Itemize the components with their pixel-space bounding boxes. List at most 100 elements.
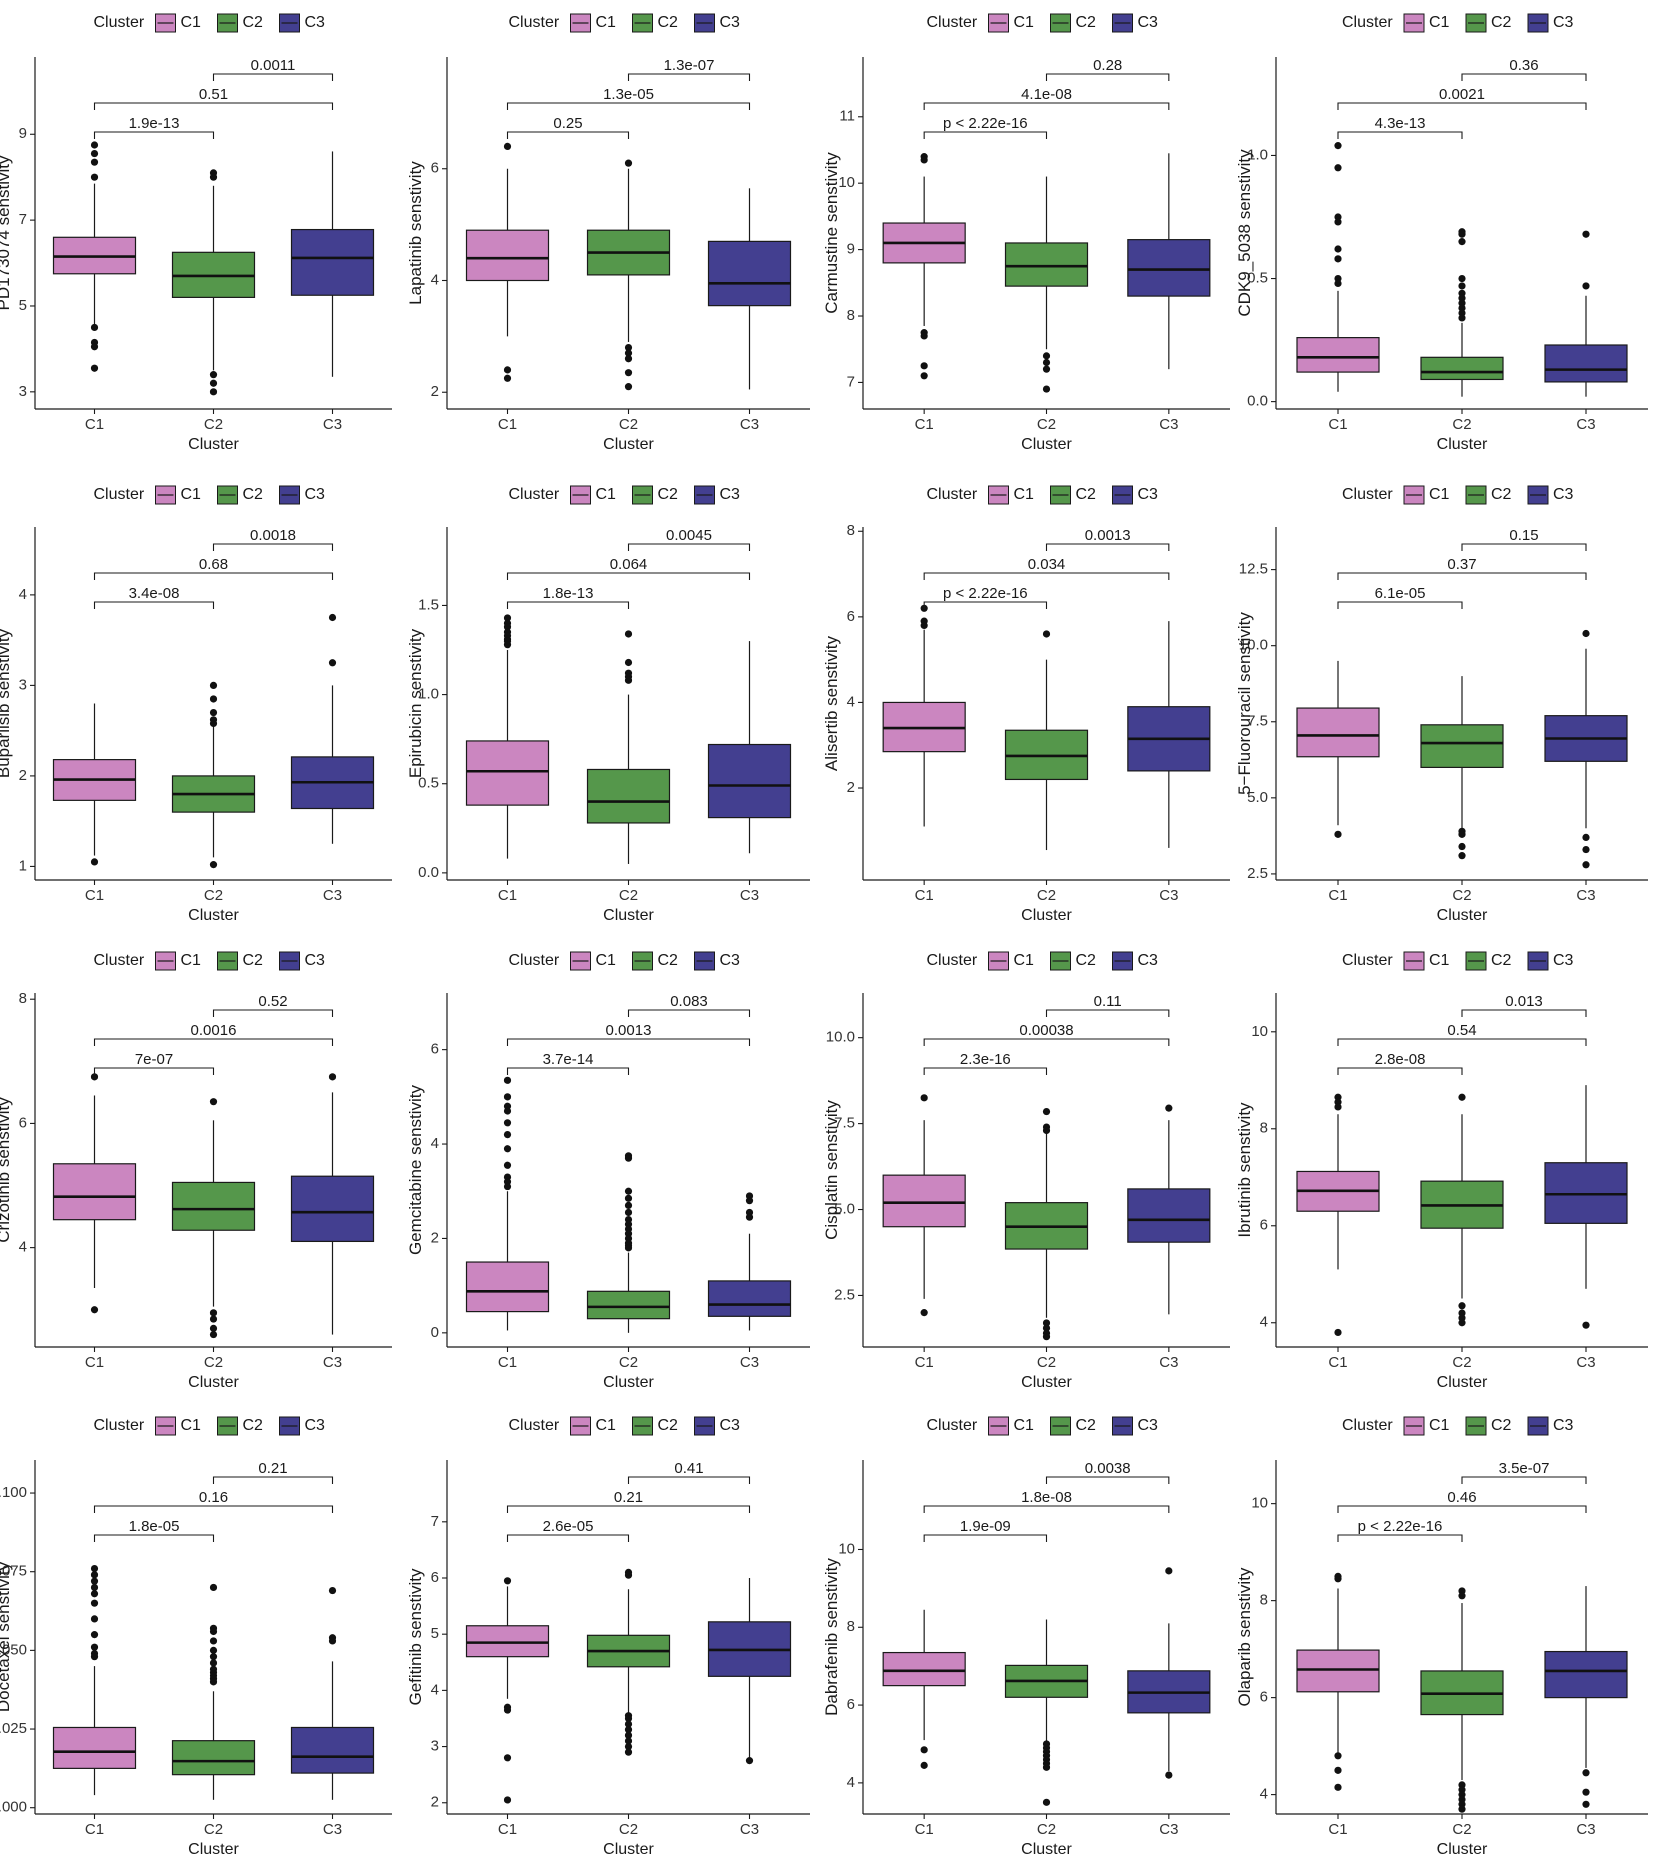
y-tick-label: 0.5	[418, 775, 439, 792]
legend-label-c2: C2	[658, 1417, 679, 1434]
pvalue-bracket-c1-c2: 2.6e-05	[506, 1518, 630, 1542]
outlier-point	[624, 1726, 633, 1734]
y-axis-title: Epirubicin senstivity	[406, 628, 425, 778]
outlier-point	[1042, 1107, 1051, 1116]
iqr-box	[465, 229, 550, 282]
x-tick-label-c2: C2	[1452, 1821, 1471, 1838]
outlier-point	[503, 1145, 512, 1153]
outlier-point	[90, 141, 99, 149]
iqr-box	[1004, 242, 1089, 287]
bracket-line	[1045, 1009, 1170, 1017]
box-c3	[290, 1586, 375, 1800]
y-tick-label: 7.5	[834, 1115, 855, 1132]
bracket-line	[923, 1505, 1170, 1513]
bracket-line	[506, 131, 630, 139]
pvalue-label: p < 2.22e-16	[943, 115, 1028, 132]
pvalue-bracket-c2-c3: 0.0045	[627, 527, 751, 551]
x-axis-title: Cluster	[603, 1374, 654, 1391]
x-axis-title: Cluster	[603, 1841, 654, 1856]
y-tick-label: 9	[847, 241, 855, 258]
legend-title: Cluster	[509, 14, 560, 31]
outlier-point	[624, 1187, 633, 1195]
outlier-point	[1458, 282, 1466, 290]
y-tick-label: 0.0	[1247, 393, 1268, 410]
pvalue-bracket-c2-c3: 0.41	[627, 1460, 751, 1484]
pvalue-label: 7e-07	[135, 1051, 173, 1068]
y-tick-label: 10	[1251, 1023, 1268, 1040]
x-tick-label-c3: C3	[1159, 1354, 1178, 1371]
outlier-point	[1458, 1093, 1466, 1101]
outlier-point	[624, 369, 633, 377]
y-tick-label: 7	[847, 373, 855, 390]
legend: Cluster C1 C2 C3	[509, 13, 741, 33]
y-tick-label: 2	[431, 1794, 439, 1811]
outlier-point	[1165, 1771, 1173, 1779]
legend-label-c1: C1	[181, 486, 202, 503]
outlier-point	[1458, 230, 1466, 238]
x-axis-title: Cluster	[603, 907, 654, 924]
y-tick-label: 4	[847, 693, 855, 710]
bracket-line	[93, 601, 215, 609]
pvalue-label: 0.51	[199, 86, 228, 103]
panel-11: Cluster C1 C2 C3 2.5 5.0 7.5 10.0 Cisplatin sens…	[822, 951, 1230, 1391]
pvalue-bracket-c1-c2: 2.3e-16	[923, 1051, 1048, 1075]
box-c2	[586, 1568, 671, 1756]
outlier-point	[624, 630, 633, 638]
y-tick-label: 5	[19, 297, 27, 314]
legend-label-c1: C1	[1014, 1417, 1035, 1434]
x-tick-label-c2: C2	[1037, 416, 1056, 433]
outlier-point	[328, 659, 337, 667]
legend-label-c1: C1	[181, 1417, 202, 1434]
panel-3: Cluster C1 C2 C3 7 8 9 10 11 Carmustine senstivit…	[822, 13, 1230, 453]
pvalue-label: 4.3e-13	[1375, 115, 1426, 132]
outlier-point	[90, 1643, 99, 1651]
outlier-point	[209, 1098, 218, 1106]
outlier-point	[624, 658, 633, 667]
bracket-line	[1337, 102, 1587, 110]
pvalue-bracket-c1-c3: 0.034	[923, 556, 1170, 580]
legend: Cluster C1 C2 C3	[927, 951, 1158, 971]
y-axis-title: Cisplatin senstivity	[822, 1100, 841, 1240]
box-c3	[1127, 153, 1211, 370]
panel-12: Cluster C1 C2 C3 4 6 8 10 Ibrutinib senstivity C1…	[1235, 951, 1648, 1391]
box-c3	[1127, 1567, 1211, 1779]
outlier-point	[1334, 274, 1342, 283]
pvalue-bracket-c1-c2: 1.8e-05	[93, 1518, 215, 1542]
bracket-line	[93, 1534, 215, 1542]
box-c2	[1420, 1587, 1504, 1813]
pvalue-label: 0.15	[1509, 527, 1538, 544]
outlier-point	[209, 719, 218, 728]
y-axis-title: Carmustine senstivity	[822, 152, 841, 314]
outlier-point	[624, 349, 633, 357]
box-c2	[1420, 228, 1504, 397]
box-c1	[882, 1609, 966, 1769]
y-tick-label: 8	[1260, 1592, 1268, 1609]
outlier-point	[920, 332, 928, 340]
bracket-line	[923, 1067, 1048, 1075]
box-c1	[1296, 660, 1380, 838]
legend-label-c3: C3	[1553, 14, 1574, 31]
y-axis-title: Olaparib senstivity	[1235, 1567, 1254, 1706]
y-tick-label: 6	[431, 1569, 439, 1586]
outlier-point	[1165, 1104, 1173, 1112]
x-axis-title: Cluster	[1021, 1374, 1072, 1391]
bracket-line	[1461, 543, 1587, 551]
outlier-point	[503, 374, 512, 382]
outlier-point	[503, 623, 512, 631]
y-tick-label: 8	[847, 1618, 855, 1635]
y-axis-title: PD173074 senstivity	[0, 155, 13, 310]
x-tick-label-c1: C1	[1328, 416, 1347, 433]
legend-label-c3: C3	[720, 14, 741, 31]
x-axis-title: Cluster	[188, 907, 239, 924]
pvalue-label: 1.8e-05	[129, 1518, 180, 1535]
pvalue-bracket-c1-c2: p < 2.22e-16	[1337, 1518, 1463, 1542]
y-tick-label: 4	[431, 1135, 439, 1152]
y-tick-label: 12.5	[1239, 561, 1268, 578]
outlier-point	[1165, 1567, 1173, 1575]
outlier-point	[1042, 358, 1051, 367]
pvalue-label: 0.11	[1094, 993, 1122, 1010]
iqr-box	[707, 743, 792, 819]
x-tick-label-c1: C1	[85, 887, 104, 904]
x-axis-title: Cluster	[1437, 1374, 1488, 1391]
